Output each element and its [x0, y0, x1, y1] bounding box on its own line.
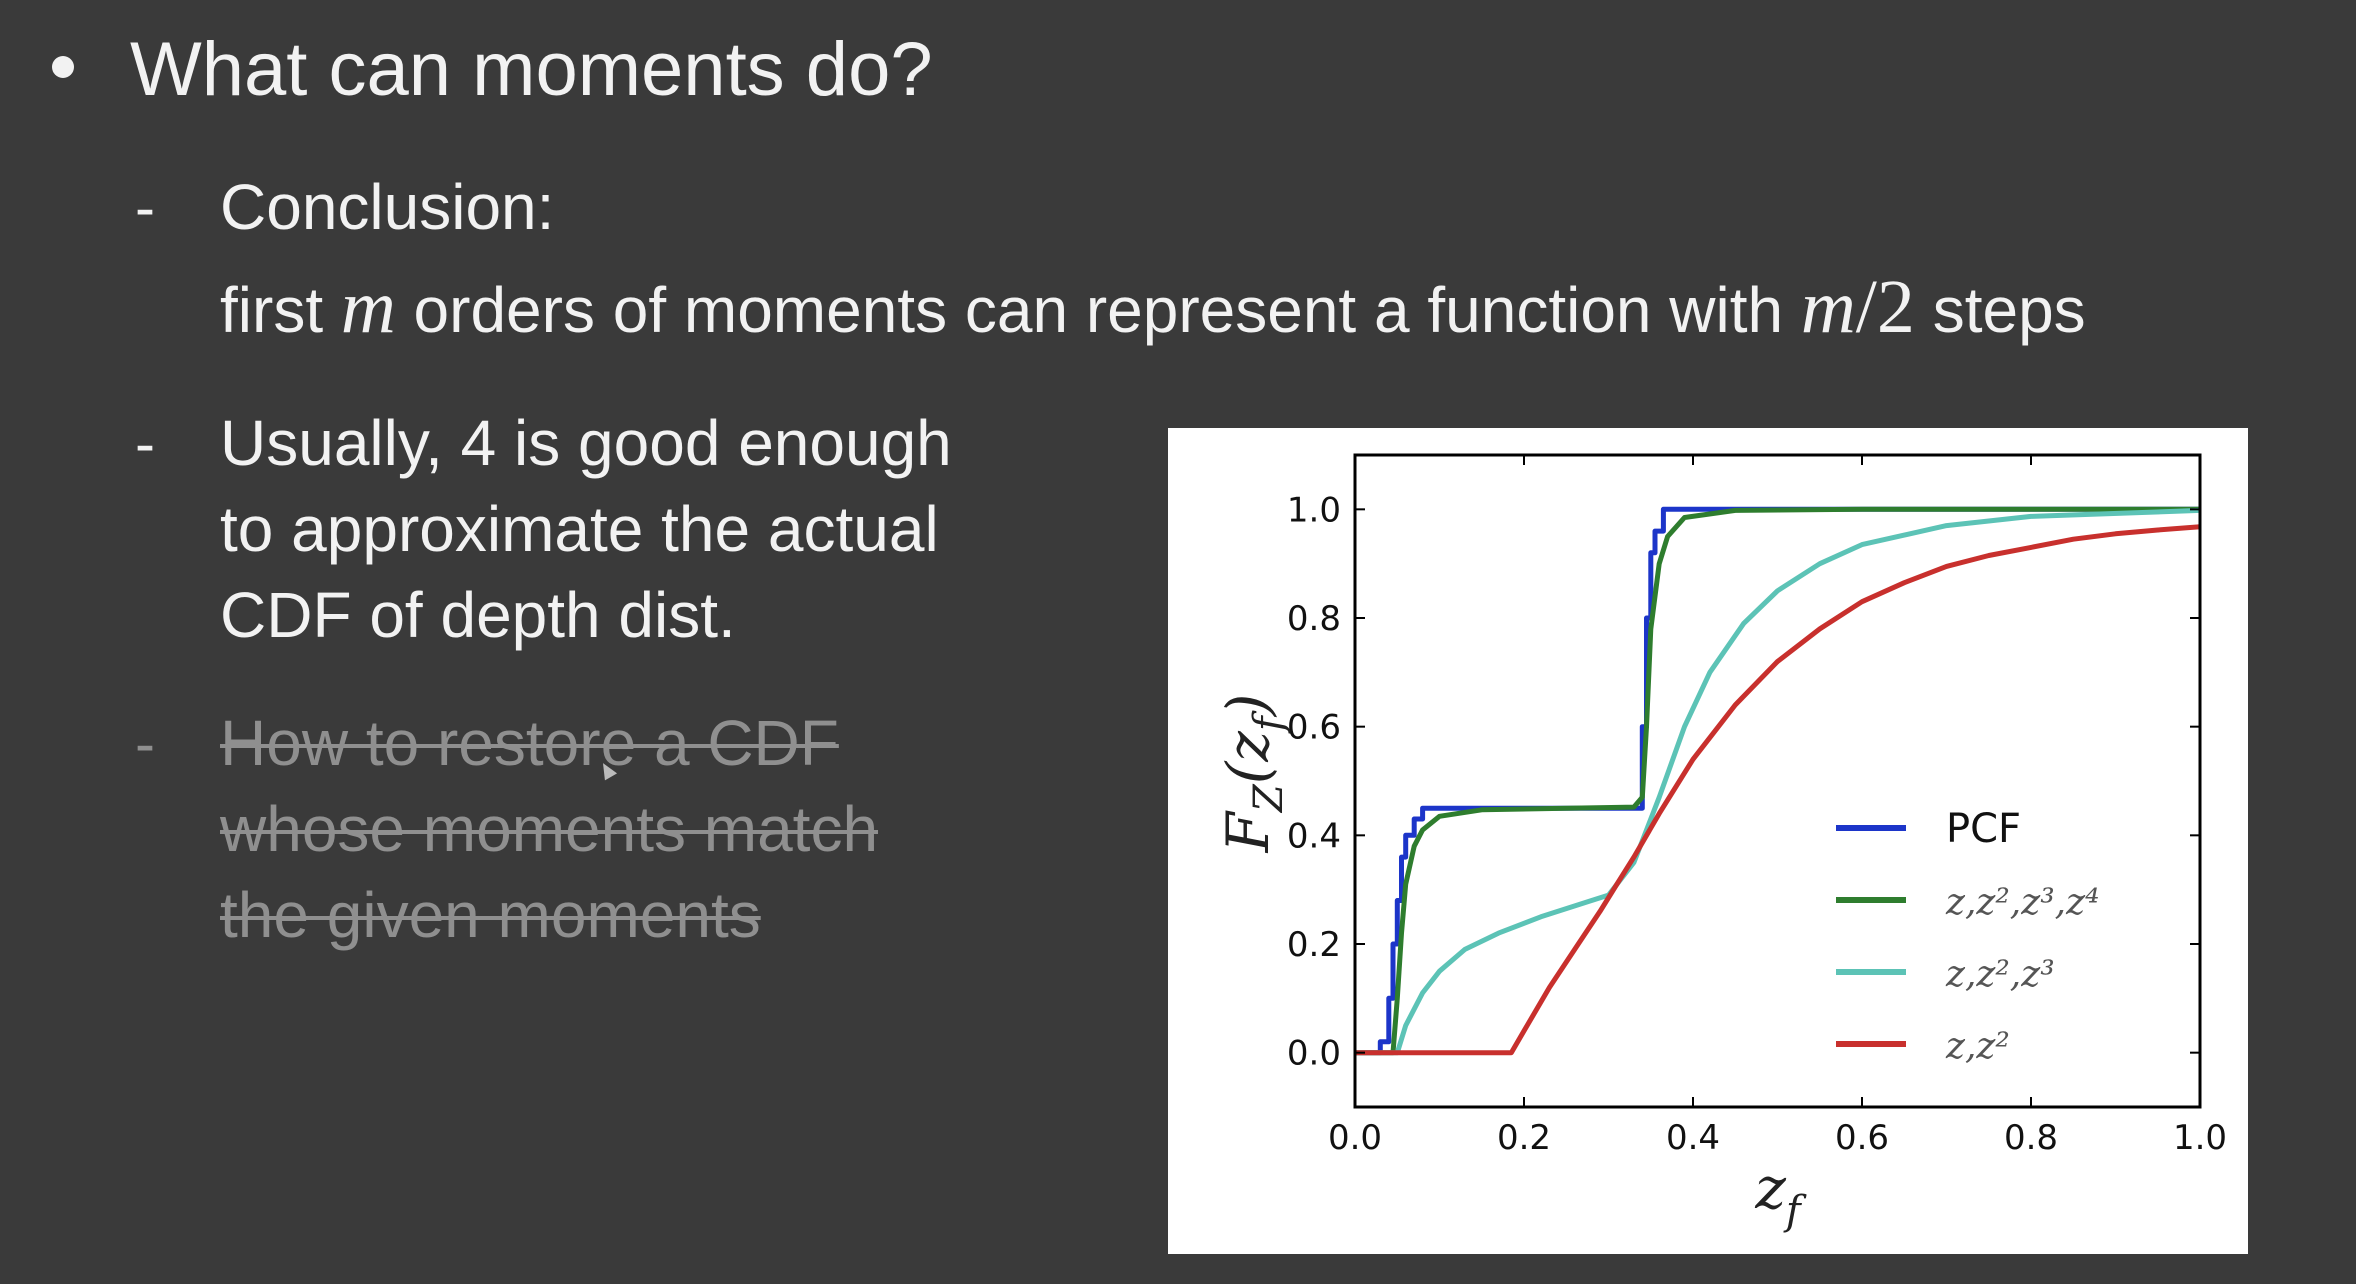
cdf-chart-figure: 0.0 0.2 0.4 0.6 0.8 1.0 0.0 0.2 0.4 0.6 0.8 1.0 PCF… [1168, 428, 2248, 1254]
usually-line-3: CDF of depth dist. [220, 579, 736, 651]
x-tick-label: 1.0 [2173, 1118, 2227, 1158]
series-lines [1355, 506, 2201, 1056]
usually-line-2: to approximate the actual [220, 493, 939, 565]
legend-label-2: z,z²,z³ [1945, 954, 2055, 995]
y-tick-label: 1.0 [1287, 490, 1341, 530]
dash-marker: - [135, 410, 155, 477]
bullet-dot [52, 56, 74, 78]
series-line-2 [1355, 507, 2201, 1056]
conclusion-label: Conclusion: [220, 171, 555, 243]
legend-label-3: z,z² [1945, 1026, 2010, 1067]
x-tick-label: 0.4 [1666, 1118, 1720, 1158]
y-tick-label: 0.8 [1287, 599, 1341, 639]
x-tick-label: 0.0 [1328, 1118, 1382, 1158]
chart-legend: PCF z,z²,z³,z⁴ z,z²,z³ z,z² [1836, 806, 2100, 1067]
series-line-0 [1355, 506, 2200, 1056]
svg-text:FZ(zf): FZ(zf) [1214, 694, 1292, 854]
x-axis-label: zf [1754, 1154, 1807, 1234]
conclusion-statement: first m orders of moments can represent … [220, 265, 2086, 349]
svg-text:zf: zf [1754, 1154, 1807, 1234]
restore-line-2: whose moments match [220, 793, 879, 865]
y-axis-label: FZ(zf) [1214, 694, 1292, 854]
cdf-chart: 0.0 0.2 0.4 0.6 0.8 1.0 0.0 0.2 0.4 0.6 0.8 1.0 PCF… [1214, 453, 2227, 1234]
restore-line-3: the given moments [220, 879, 761, 951]
axis-ticks: 0.0 0.2 0.4 0.6 0.8 1.0 0.0 0.2 0.4 0.6 0.8 1.0 [1287, 455, 2227, 1158]
series-line-1 [1355, 506, 2200, 1056]
y-tick-label: 0.0 [1287, 1034, 1341, 1074]
x-tick-label: 0.2 [1497, 1118, 1551, 1158]
legend-label-0: PCF [1946, 806, 2021, 852]
slide-title: What can moments do? [130, 27, 933, 112]
y-tick-label: 0.6 [1287, 708, 1341, 748]
usually-line-1: Usually, 4 is good enough [220, 407, 952, 479]
series-line-3 [1355, 524, 2201, 1056]
y-tick-label: 0.2 [1287, 925, 1341, 965]
restore-line-1: How to restore a CDF [220, 707, 839, 779]
dash-marker: - [135, 710, 155, 777]
legend-label-1: z,z²,z³,z⁴ [1945, 882, 2100, 923]
plot-frame [1353, 453, 2202, 1109]
dash-marker: - [135, 174, 155, 241]
x-tick-label: 0.8 [2004, 1118, 2058, 1158]
y-tick-label: 0.4 [1287, 816, 1341, 856]
x-tick-label: 0.6 [1835, 1118, 1889, 1158]
